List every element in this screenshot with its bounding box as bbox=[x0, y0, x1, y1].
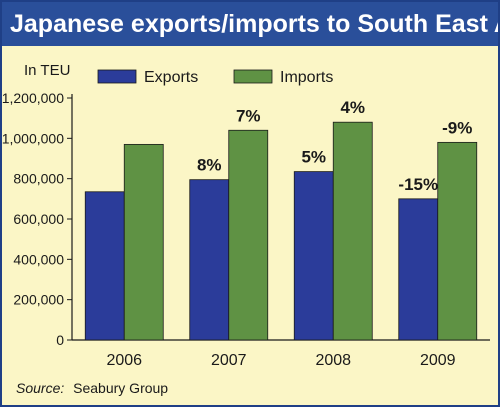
x-tick-label: 2007 bbox=[211, 352, 247, 369]
bars: 8% 7% 5% 4% -15% -9% bbox=[84, 98, 478, 341]
x-tick-label: 2009 bbox=[420, 352, 456, 369]
exports-change-label: -15% bbox=[398, 175, 438, 194]
axes: 0 200,000 400,000 600,000 800,000 1,000,000 1,… bbox=[2, 90, 490, 348]
imports-change-label: 7% bbox=[236, 106, 261, 125]
x-tick-label: 2006 bbox=[106, 352, 142, 369]
y-axis-label: In TEU bbox=[24, 62, 70, 79]
exports-legend-label: Exports bbox=[144, 69, 198, 86]
exports-bar bbox=[293, 171, 334, 341]
exports-legend-swatch bbox=[97, 69, 137, 84]
source-note: Source: Seabury Group bbox=[16, 380, 168, 396]
imports-bar bbox=[228, 129, 269, 341]
imports-legend-swatch bbox=[233, 69, 273, 84]
imports-change-label: 4% bbox=[340, 98, 365, 117]
imports-bar bbox=[123, 143, 164, 341]
exports-change-label: 5% bbox=[301, 148, 326, 167]
imports-legend-label: Imports bbox=[280, 69, 333, 86]
exports-bar bbox=[189, 179, 230, 341]
y-tick-label: 0 bbox=[56, 332, 64, 348]
source-text: Seabury Group bbox=[73, 380, 168, 396]
y-tick-label: 600,000 bbox=[13, 211, 64, 227]
x-tick-labels: 2006 2007 2008 2009 bbox=[106, 352, 455, 369]
y-tick-label: 1,200,000 bbox=[2, 90, 64, 106]
source-label: Source: bbox=[16, 380, 64, 396]
legend: Exports Imports bbox=[97, 69, 333, 86]
chart-title: Japanese exports/imports to South East A… bbox=[2, 2, 498, 46]
imports-bar bbox=[332, 121, 373, 341]
exports-bar bbox=[84, 191, 125, 341]
y-tick-label: 400,000 bbox=[13, 251, 64, 267]
y-tick-label: 1,000,000 bbox=[2, 130, 64, 146]
exports-bar bbox=[398, 198, 439, 341]
y-tick-label: 200,000 bbox=[13, 292, 64, 308]
y-tick-label: 800,000 bbox=[13, 171, 64, 187]
imports-change-label: -9% bbox=[442, 118, 472, 137]
exports-change-label: 8% bbox=[197, 156, 222, 175]
imports-bar bbox=[437, 141, 478, 341]
x-tick-label: 2008 bbox=[315, 352, 351, 369]
